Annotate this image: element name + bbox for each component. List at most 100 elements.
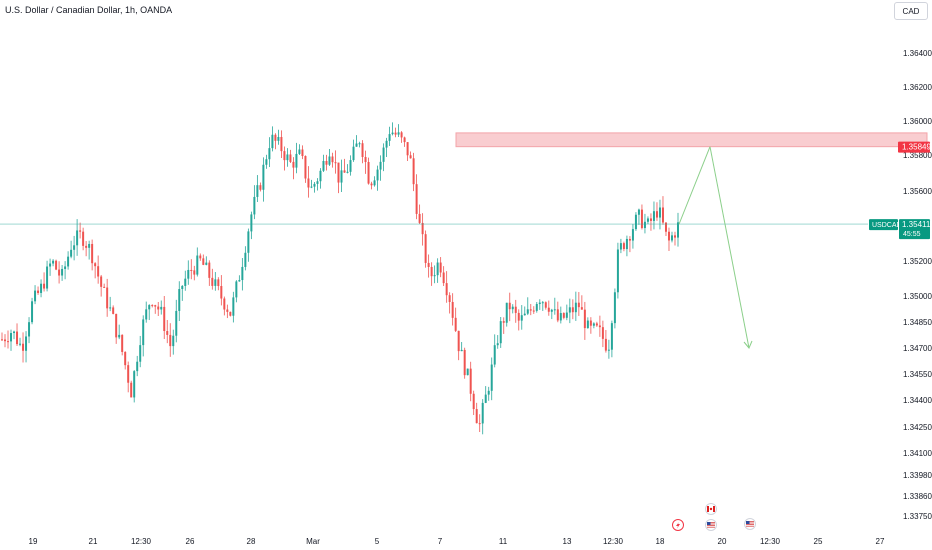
y-tick-label: 1.34250 [903,423,932,432]
candle-body [82,231,85,246]
candle-body [277,136,280,141]
candle-body [478,423,481,425]
x-tick-label: Mar [306,537,320,546]
candle-body [634,214,637,230]
candle-body [673,235,676,238]
candle-body [364,156,367,163]
candle-body [235,281,238,298]
candle-body [373,180,376,186]
candle-body [535,304,538,311]
candle-body [283,151,286,161]
candle-body [562,313,565,318]
candle-body [94,263,97,267]
candle-body [73,245,76,250]
candle-body [322,160,325,171]
price-labels: 1.35849 USDCAD 1.35411 45:55 [869,141,931,240]
candle-body [31,301,34,323]
candle-body [421,222,424,235]
candle-body [40,283,43,293]
candle-body [28,322,31,337]
us-flag-icon[interactable] [744,518,756,530]
candle-body [190,269,193,271]
candle-body [46,266,49,289]
candle-body [613,292,616,324]
candle-body [568,307,571,313]
y-tick-label: 1.34400 [903,396,932,405]
candle-body [625,238,628,250]
candle-body [442,272,445,284]
candle-body [175,310,178,336]
y-tick-label: 1.36400 [903,49,932,58]
candle-body [382,147,385,162]
x-tick-label: 7 [438,537,443,546]
candle-body [607,349,610,351]
candle-body [631,229,634,241]
candle-body [553,309,556,311]
candle-body [166,331,169,335]
candle-body [217,279,220,287]
candle-body [10,333,13,342]
candle-body [64,266,67,269]
candle-body [640,209,643,229]
zone-price-label-bg [898,141,930,153]
candle-body [445,283,448,296]
x-tick-label: 21 [89,537,98,546]
candle-body [586,320,589,329]
candle-body [331,156,334,163]
candle-body [658,207,661,218]
candle-body [22,343,25,351]
us-flag-icon[interactable] [705,519,717,531]
y-axis: 1.36400 1.36200 1.36000 1.35800 1.35600 1.352… [903,49,932,521]
y-tick-label: 1.33750 [903,512,932,521]
candle-body [199,255,202,259]
candle-body [547,307,550,312]
candle-body [232,297,235,316]
candle-body [376,169,379,181]
candle-body [103,286,106,288]
candle-body [463,349,466,376]
x-tick-label: 27 [876,537,885,546]
candle-body [400,132,403,138]
candle-body [37,290,40,293]
candle-body [88,243,91,248]
x-tick-label: 11 [499,537,508,546]
candle-body [115,313,118,338]
x-tick-label: 28 [247,537,256,546]
lightning-event-icon[interactable] [672,519,684,531]
candle-body [427,262,430,267]
candle-body [677,222,679,238]
canada-flag-icon[interactable] [705,503,717,515]
projection-arrow-head [743,340,753,349]
candle-body [649,218,652,221]
candle-body [355,143,358,147]
candle-body [556,309,559,321]
candle-body [208,262,211,278]
candle-body [379,161,382,170]
candle-body [619,243,622,250]
candle-body [148,305,151,310]
candle-body [229,311,232,316]
candle-body [538,302,541,305]
candle-body [589,320,592,326]
y-tick-label: 1.34700 [903,344,932,353]
candle-body [304,156,307,179]
candle-body [472,393,475,410]
candle-body [184,278,187,286]
candle-body [1,339,3,341]
candle-body [643,221,646,229]
current-price-label: 1.35411 [902,220,931,229]
candle-body [85,245,88,248]
candle-body [58,269,61,276]
candle-body [325,160,328,165]
candle-body [559,313,562,321]
candle-body [79,230,82,232]
candle-body [337,162,340,183]
currency-button[interactable]: CAD [894,2,928,20]
y-tick-label: 1.35000 [903,292,932,301]
y-tick-label: 1.34100 [903,449,932,458]
projection-line-up [678,146,711,225]
candle-body [19,343,22,345]
candle-body [655,211,658,218]
candle-body [493,345,496,365]
